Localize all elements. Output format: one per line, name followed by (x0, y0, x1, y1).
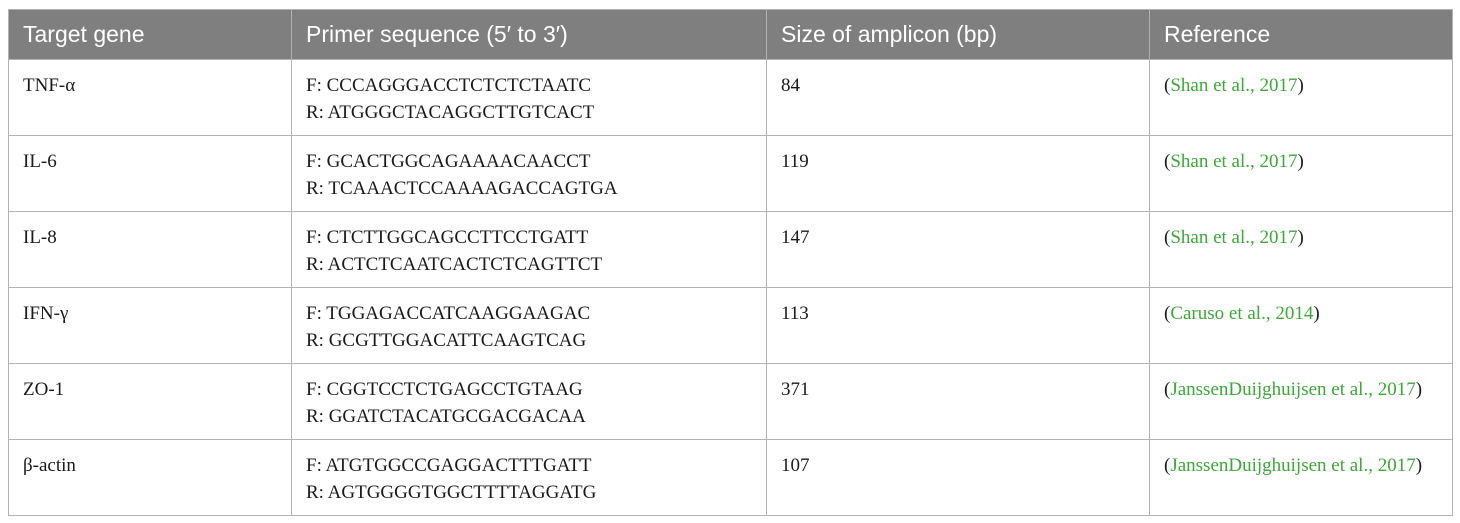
reference-cell: (JanssenDuijghuijsen et al., 2017) (1149, 363, 1453, 440)
reference-link[interactable]: Shan et al., 2017 (1170, 227, 1298, 248)
reverse-primer: R: ACTCTCAATCACTCTCAGTTCT (306, 254, 603, 275)
gene-cell: β-actin (8, 439, 292, 516)
gene-cell: IFN-γ (8, 287, 292, 364)
reverse-primer: R: GGATCTACATGCGACGACAA (306, 406, 586, 427)
primer-table: Target gene Primer sequence (5′ to 3′) S… (8, 9, 1453, 516)
primer-cell: F: CGGTCCTCTGAGCCTGTAAG R: GGATCTACATGCG… (291, 363, 767, 440)
gene-cell: IL-6 (8, 135, 292, 212)
reverse-primer: R: AGTGGGGTGGCTTTTAGGATG (306, 482, 597, 503)
reference-cell: (JanssenDuijghuijsen et al., 2017) (1149, 439, 1453, 516)
table-row: IFN-γ F: TGGAGACCATCAAGGAAGAC R: GCGTTGG… (8, 287, 1453, 364)
table-row: IL-6 F: GCACTGGCAGAAAACAACCT R: TCAAACTC… (8, 135, 1453, 212)
table-body: TNF-α F: CCCAGGGACCTCTCTCTAATC R: ATGGGC… (8, 59, 1453, 516)
table-row: IL-8 F: CTCTTGGCAGCCTTCCTGATT R: ACTCTCA… (8, 211, 1453, 288)
amplicon-size-cell: 119 (766, 135, 1150, 212)
forward-primer: F: CTCTTGGCAGCCTTCCTGATT (306, 227, 589, 248)
forward-primer: F: TGGAGACCATCAAGGAAGAC (306, 303, 591, 324)
table-header: Target gene Primer sequence (5′ to 3′) S… (8, 9, 1453, 60)
amplicon-size-cell: 84 (766, 59, 1150, 136)
reverse-primer: R: ATGGGCTACAGGCTTGTCACT (306, 102, 595, 123)
gene-cell: IL-8 (8, 211, 292, 288)
primer-cell: F: CTCTTGGCAGCCTTCCTGATT R: ACTCTCAATCAC… (291, 211, 767, 288)
reference-link[interactable]: Caruso et al., 2014 (1170, 303, 1314, 324)
header-reference: Reference (1149, 9, 1453, 60)
reverse-primer: R: TCAAACTCCAAAAGACCAGTGA (306, 178, 618, 199)
header-row: Target gene Primer sequence (5′ to 3′) S… (8, 9, 1453, 60)
reverse-primer: R: GCGTTGGACATTCAAGTCAG (306, 330, 587, 351)
header-amplicon-size: Size of amplicon (bp) (766, 9, 1150, 60)
amplicon-size-cell: 147 (766, 211, 1150, 288)
reference-link[interactable]: Shan et al., 2017 (1170, 151, 1298, 172)
reference-link[interactable]: Shan et al., 2017 (1170, 75, 1298, 96)
table-row: β-actin F: ATGTGGCCGAGGACTTTGATT R: AGTG… (8, 439, 1453, 516)
amplicon-size-cell: 371 (766, 363, 1150, 440)
reference-link[interactable]: JanssenDuijghuijsen et al., 2017 (1170, 455, 1416, 476)
table-row: TNF-α F: CCCAGGGACCTCTCTCTAATC R: ATGGGC… (8, 59, 1453, 136)
forward-primer: F: CGGTCCTCTGAGCCTGTAAG (306, 379, 583, 400)
forward-primer: F: GCACTGGCAGAAAACAACCT (306, 151, 591, 172)
primer-cell: F: GCACTGGCAGAAAACAACCT R: TCAAACTCCAAAA… (291, 135, 767, 212)
forward-primer: F: ATGTGGCCGAGGACTTTGATT (306, 455, 592, 476)
gene-cell: TNF-α (8, 59, 292, 136)
primer-cell: F: ATGTGGCCGAGGACTTTGATT R: AGTGGGGTGGCT… (291, 439, 767, 516)
amplicon-size-cell: 107 (766, 439, 1150, 516)
reference-cell: (Shan et al., 2017) (1149, 135, 1453, 212)
primer-cell: F: CCCAGGGACCTCTCTCTAATC R: ATGGGCTACAGG… (291, 59, 767, 136)
reference-link[interactable]: JanssenDuijghuijsen et al., 2017 (1170, 379, 1416, 400)
forward-primer: F: CCCAGGGACCTCTCTCTAATC (306, 75, 592, 96)
reference-cell: (Shan et al., 2017) (1149, 211, 1453, 288)
primer-cell: F: TGGAGACCATCAAGGAAGAC R: GCGTTGGACATTC… (291, 287, 767, 364)
reference-cell: (Shan et al., 2017) (1149, 59, 1453, 136)
amplicon-size-cell: 113 (766, 287, 1150, 364)
header-primer-sequence: Primer sequence (5′ to 3′) (291, 9, 767, 60)
table-row: ZO-1 F: CGGTCCTCTGAGCCTGTAAG R: GGATCTAC… (8, 363, 1453, 440)
header-target-gene: Target gene (8, 9, 292, 60)
reference-cell: (Caruso et al., 2014) (1149, 287, 1453, 364)
gene-cell: ZO-1 (8, 363, 292, 440)
